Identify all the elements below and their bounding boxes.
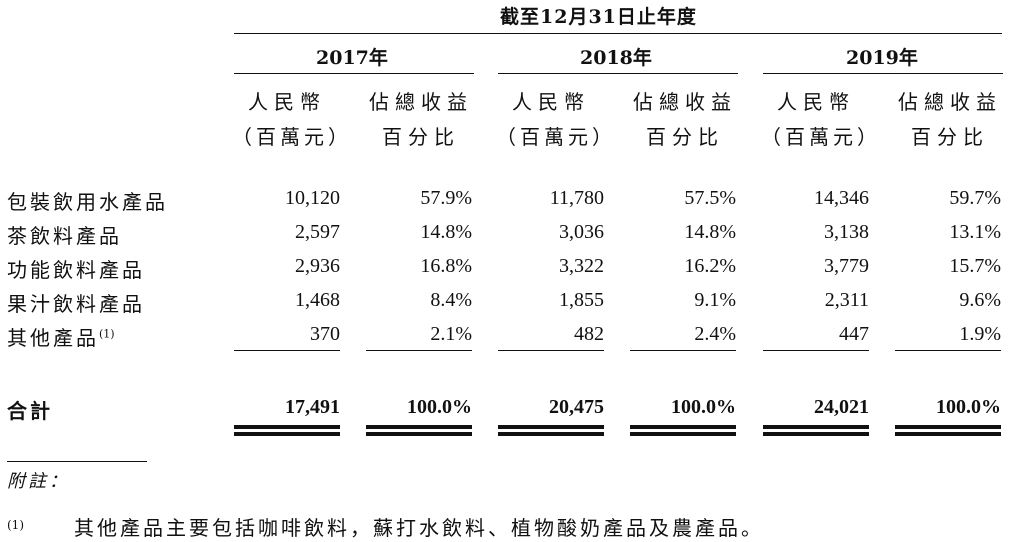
col-pct-header-2017: 佔總收益 百分比 (362, 86, 480, 150)
cell-percent: 2.1% (430, 323, 472, 345)
cell-rmb: 11,780 (549, 187, 604, 209)
year-2017-rule (234, 73, 474, 74)
col-rmb-line1: 人民幣 (777, 90, 855, 114)
total-label: 合計 (7, 399, 53, 423)
row-label-text: 功能飲料產品 (7, 258, 145, 282)
subtotal-rule-4 (630, 350, 736, 351)
total-value: 17,491 (285, 396, 340, 418)
col-rmb-header-2019: 人民幣 （百萬元） (761, 86, 881, 150)
total-value: 24,021 (814, 396, 869, 418)
cell-rmb: 14,346 (814, 187, 869, 209)
col-rmb-line1: 人民幣 (248, 90, 326, 114)
year-2019-header: 2019年 (846, 47, 918, 69)
cell-rmb: 2,597 (295, 221, 340, 243)
year-2019-rule (763, 73, 1003, 74)
cell-percent: 13.1% (949, 221, 1001, 243)
subtotal-rule-5 (763, 350, 869, 351)
total-value: 100.0% (936, 396, 1001, 418)
cell-percent: 14.8% (420, 221, 472, 243)
cell-percent: 16.8% (420, 255, 472, 277)
year-2017-header: 2017年 (316, 47, 388, 69)
cell-percent: 9.6% (959, 289, 1001, 311)
row-label-text: 包裝飲用水產品 (7, 190, 168, 214)
cell-rmb: 3,322 (559, 255, 604, 277)
cell-rmb: 3,779 (824, 255, 869, 277)
row-label-text: 果汁飲料產品 (7, 292, 145, 316)
cell-rmb: 10,120 (285, 187, 340, 209)
row-label: 其他產品(1) (7, 322, 115, 351)
subtotal-rule-2 (366, 350, 472, 351)
col-pct-header-2019: 佔總收益 百分比 (891, 86, 1009, 150)
cell-rmb: 2,936 (295, 255, 340, 277)
footnote-ref: (1) (99, 327, 115, 341)
cell-percent: 9.1% (694, 289, 736, 311)
col-rmb-header-2017: 人民幣 （百萬元） (232, 86, 352, 150)
cell-percent: 16.2% (684, 255, 736, 277)
period-title: 截至12月31日止年度 (500, 6, 697, 28)
row-label: 包裝飲用水產品 (7, 186, 168, 215)
subtotal-rule-3 (498, 350, 604, 351)
cell-percent: 1.9% (959, 323, 1001, 345)
cell-rmb: 3,036 (559, 221, 604, 243)
cell-rmb: 2,311 (824, 289, 869, 311)
cell-rmb: 1,468 (295, 289, 340, 311)
notes-separator (7, 461, 147, 462)
row-label: 茶飲料產品 (7, 220, 122, 249)
cell-percent: 2.4% (694, 323, 736, 345)
cell-rmb: 370 (310, 323, 340, 345)
total-value: 20,475 (549, 396, 604, 418)
cell-percent: 57.5% (684, 187, 736, 209)
cell-rmb: 1,855 (559, 289, 604, 311)
total-value: 100.0% (407, 396, 472, 418)
notes-heading: 附註： (7, 471, 70, 492)
year-2018-header: 2018年 (580, 47, 652, 69)
col-rmb-line2: （百萬元） (761, 125, 881, 149)
col-pct-line1: 佔總收益 (633, 90, 737, 114)
row-label: 功能飲料產品 (7, 254, 145, 283)
period-rule (234, 33, 1002, 34)
row-label-text: 茶飲料產品 (7, 224, 122, 248)
col-rmb-header-2018: 人民幣 （百萬元） (496, 86, 616, 150)
footnote-text: 其他產品主要包括咖啡飲料，蘇打水飲料、植物酸奶產品及農產品。 (74, 516, 764, 540)
subtotal-rule-1 (234, 350, 340, 351)
footnote-marker: (1) (7, 518, 24, 532)
cell-rmb: 447 (839, 323, 869, 345)
row-label: 果汁飲料產品 (7, 288, 145, 317)
cell-percent: 14.8% (684, 221, 736, 243)
col-pct-line1: 佔總收益 (369, 90, 473, 114)
col-pct-line2: 百分比 (646, 125, 724, 149)
year-2018-rule (498, 73, 738, 74)
cell-rmb: 3,138 (824, 221, 869, 243)
cell-percent: 59.7% (949, 187, 1001, 209)
row-label-text: 其他產品 (7, 326, 99, 350)
cell-rmb: 482 (574, 323, 604, 345)
col-pct-line2: 百分比 (911, 125, 989, 149)
col-rmb-line2: （百萬元） (496, 125, 616, 149)
col-pct-header-2018: 佔總收益 百分比 (626, 86, 744, 150)
total-value: 100.0% (671, 396, 736, 418)
col-pct-line2: 百分比 (382, 125, 460, 149)
cell-percent: 8.4% (430, 289, 472, 311)
col-pct-line1: 佔總收益 (898, 90, 1002, 114)
cell-percent: 15.7% (949, 255, 1001, 277)
col-rmb-line1: 人民幣 (512, 90, 590, 114)
cell-percent: 57.9% (420, 187, 472, 209)
col-rmb-line2: （百萬元） (232, 125, 352, 149)
subtotal-rule-6 (895, 350, 1001, 351)
